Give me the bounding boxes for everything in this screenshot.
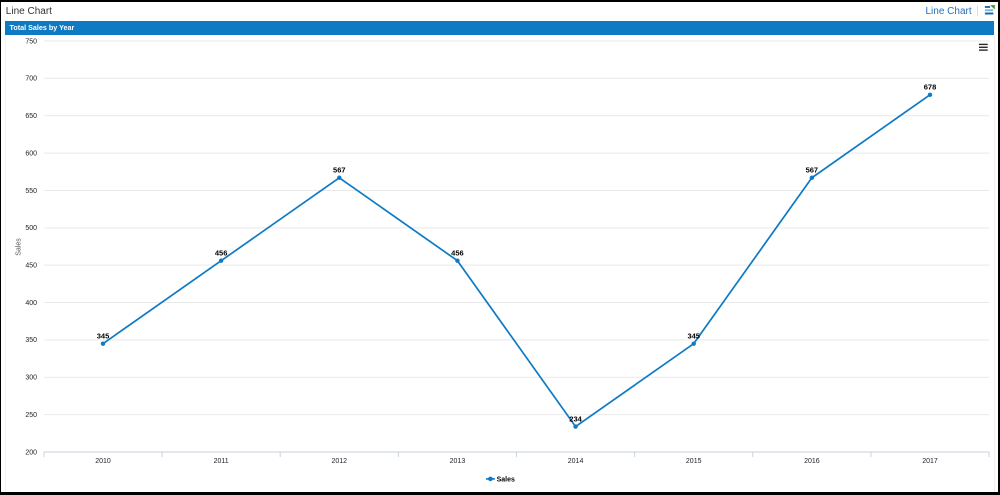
- svg-text:650: 650: [25, 113, 37, 120]
- svg-text:567: 567: [806, 165, 819, 174]
- svg-text:2013: 2013: [450, 458, 466, 465]
- svg-text:345: 345: [97, 331, 110, 340]
- svg-text:456: 456: [215, 248, 228, 257]
- svg-text:400: 400: [25, 300, 37, 307]
- svg-text:456: 456: [451, 248, 464, 257]
- svg-text:600: 600: [25, 150, 37, 157]
- svg-text:750: 750: [25, 38, 37, 45]
- svg-text:2011: 2011: [214, 458, 229, 465]
- svg-text:500: 500: [25, 225, 37, 232]
- svg-text:2014: 2014: [568, 458, 584, 465]
- svg-text:250: 250: [25, 412, 37, 419]
- svg-text:450: 450: [25, 263, 37, 270]
- svg-text:345: 345: [687, 331, 700, 340]
- svg-text:700: 700: [25, 76, 37, 83]
- svg-text:200: 200: [25, 449, 37, 456]
- svg-text:Sales: Sales: [15, 238, 22, 256]
- svg-text:Sales: Sales: [497, 476, 515, 483]
- svg-text:2016: 2016: [804, 458, 820, 465]
- svg-text:350: 350: [25, 337, 37, 344]
- svg-text:2015: 2015: [686, 458, 702, 465]
- svg-text:2010: 2010: [95, 458, 111, 465]
- svg-text:567: 567: [333, 165, 346, 174]
- svg-text:678: 678: [924, 83, 937, 92]
- svg-text:234: 234: [569, 414, 582, 423]
- svg-text:550: 550: [25, 188, 37, 195]
- svg-text:2017: 2017: [922, 458, 938, 465]
- svg-text:2012: 2012: [332, 458, 348, 465]
- svg-text:300: 300: [25, 375, 37, 382]
